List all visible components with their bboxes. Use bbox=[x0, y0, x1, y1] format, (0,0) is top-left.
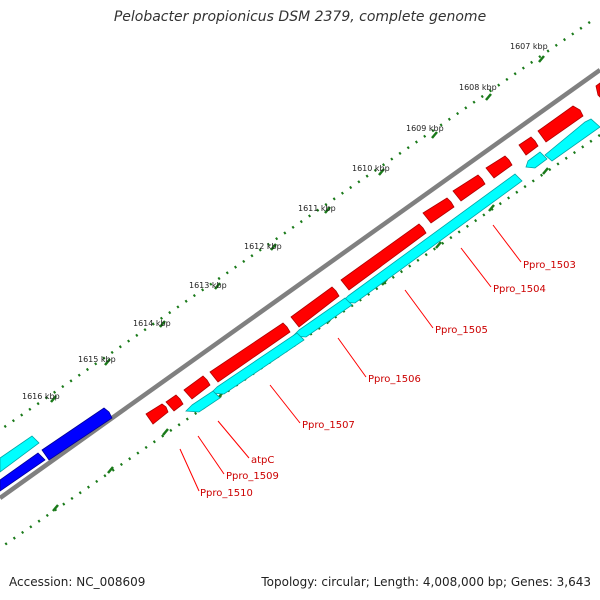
genome-summary: Topology: circular; Length: 4,008,000 bp… bbox=[261, 575, 591, 589]
forward-strand-genes bbox=[145, 82, 600, 425]
gene-arrow-forward bbox=[518, 136, 539, 156]
tick-label: 1608 kbp bbox=[459, 83, 497, 92]
tick-mark bbox=[488, 204, 495, 212]
tick-mark bbox=[162, 428, 169, 436]
tick-label: 1609 kbp bbox=[406, 124, 444, 133]
tick-mark bbox=[159, 320, 166, 328]
gene-label: Ppro_1505 bbox=[435, 325, 488, 336]
tick-mark bbox=[538, 55, 545, 63]
gene-label: Ppro_1507 bbox=[302, 420, 355, 431]
gene-label: Ppro_1510 bbox=[200, 488, 253, 499]
gene-label: Ppro_1503 bbox=[523, 260, 576, 271]
leader-line bbox=[404, 289, 434, 329]
leader-line bbox=[217, 420, 250, 459]
tick-mark bbox=[542, 167, 549, 175]
gene-label: Ppro_1509 bbox=[226, 471, 279, 482]
gene-arrow-reverse bbox=[0, 435, 40, 473]
tick-mark bbox=[104, 358, 111, 366]
leader-line bbox=[269, 384, 301, 424]
gene-label: Ppro_1504 bbox=[493, 284, 546, 295]
gene-arrow-other bbox=[0, 452, 46, 492]
gene-label: atpC bbox=[251, 455, 274, 466]
gene-arrow-forward bbox=[537, 105, 584, 143]
tick-mark bbox=[435, 241, 442, 249]
gene-arrow-forward bbox=[340, 223, 427, 291]
tick-mark bbox=[485, 93, 492, 101]
tick-label: 1607 kbp bbox=[510, 42, 548, 51]
leader-line bbox=[460, 247, 492, 288]
tick-label: 1610 kbp bbox=[352, 164, 390, 173]
tick-track-inner bbox=[0, 133, 600, 550]
gene-arrow-other bbox=[41, 407, 113, 461]
tick-mark bbox=[50, 395, 57, 403]
tick-mark bbox=[324, 206, 331, 214]
map-title: Pelobacter propionicus DSM 2379, complet… bbox=[113, 9, 487, 25]
tick-mark bbox=[378, 168, 385, 176]
tick-mark bbox=[431, 131, 438, 139]
leader-line bbox=[179, 448, 200, 492]
tick-labels: 1607 kbp 1608 kbp 1609 kbp 1610 kbp 1611… bbox=[22, 42, 548, 401]
gene-arrow-reverse bbox=[525, 151, 548, 169]
gene-labels: Ppro_1503 Ppro_1504 Ppro_1505 Ppro_1506 … bbox=[200, 260, 576, 499]
gene-arrow-forward bbox=[209, 322, 291, 383]
tick-label: 1615 kbp bbox=[78, 355, 116, 364]
gene-arrow-forward bbox=[422, 197, 455, 224]
gene-arrow-forward bbox=[485, 155, 513, 179]
tick-label: 1613 kbp bbox=[189, 281, 227, 290]
genome-backbone bbox=[0, 68, 600, 500]
outer-major-ticks bbox=[50, 55, 545, 403]
gene-label-leaders bbox=[179, 224, 522, 492]
tick-label: 1612 kbp bbox=[244, 242, 282, 251]
tick-track-outer bbox=[0, 20, 591, 432]
gene-arrow-forward bbox=[145, 403, 169, 425]
tick-label: 1616 kbp bbox=[22, 392, 60, 401]
leader-line bbox=[492, 224, 522, 263]
gene-arrow-forward bbox=[165, 394, 184, 412]
tick-mark bbox=[214, 282, 221, 290]
gene-arrow-reverse bbox=[185, 390, 221, 413]
reverse-strand-genes bbox=[0, 118, 600, 473]
leader-line bbox=[337, 337, 367, 378]
leader-line bbox=[197, 435, 225, 475]
tick-mark bbox=[52, 504, 59, 512]
gene-arrow-forward bbox=[452, 174, 486, 202]
gene-arrow-forward bbox=[595, 82, 600, 98]
tick-mark bbox=[107, 466, 114, 474]
tick-mark bbox=[270, 243, 277, 251]
gene-arrow-reverse bbox=[544, 118, 600, 162]
tick-label: 1614 kbp bbox=[133, 319, 171, 328]
tick-label: 1611 kbp bbox=[298, 204, 336, 213]
gene-arrow-forward bbox=[290, 286, 340, 328]
accession-label: Accession: NC_008609 bbox=[9, 575, 146, 589]
gene-label: Ppro_1506 bbox=[368, 374, 421, 385]
gene-arrow-forward bbox=[183, 375, 211, 400]
other-genes bbox=[0, 407, 113, 492]
